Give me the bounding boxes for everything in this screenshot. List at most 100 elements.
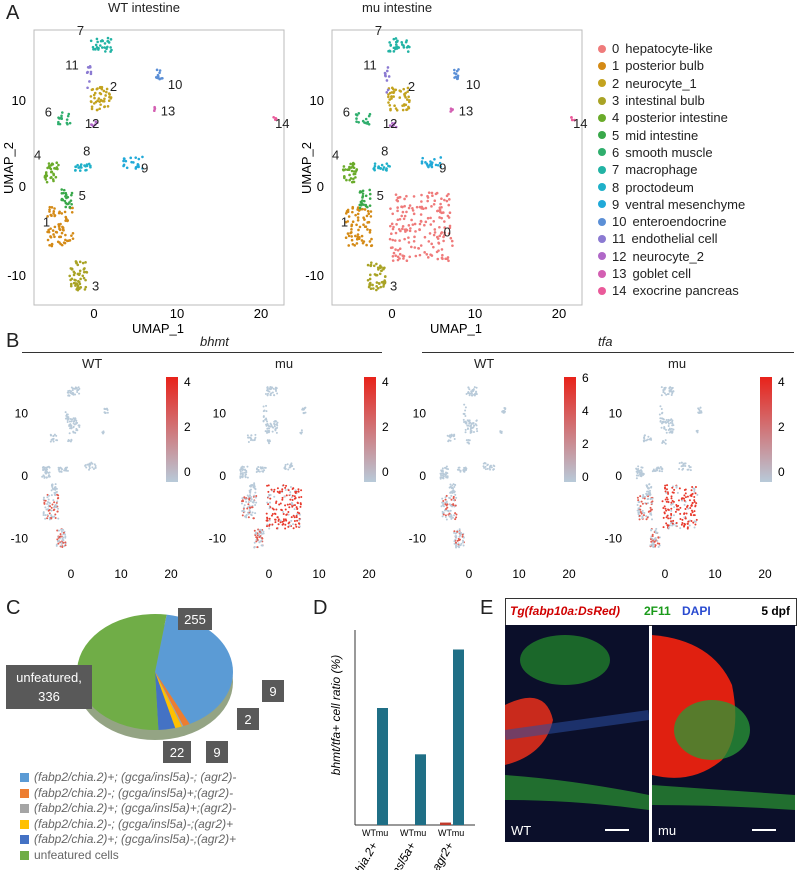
feature-dot	[675, 524, 678, 527]
feature-dot	[654, 529, 657, 532]
cell-dot	[398, 257, 401, 260]
feature-dot	[66, 469, 69, 472]
cell-dot	[66, 195, 70, 199]
feature-dot	[266, 517, 269, 520]
cell-dot	[66, 114, 70, 118]
feature-dot	[650, 486, 653, 489]
feature-dot	[458, 539, 461, 542]
feature-dot	[650, 438, 653, 441]
feature-dot	[267, 392, 270, 395]
feature-dot	[670, 503, 673, 506]
cell-dot	[79, 286, 83, 289]
feature-dot	[256, 546, 259, 549]
feature-dot	[489, 468, 492, 471]
feature-dot	[76, 391, 79, 394]
color-scale-tick: 0	[184, 465, 191, 479]
feature-dot	[49, 433, 52, 436]
feature-dot	[56, 500, 59, 503]
feature-dot	[475, 386, 478, 389]
feature-dot	[471, 394, 474, 397]
feature-dot	[441, 501, 444, 504]
legend-id: 0	[612, 41, 620, 57]
cell-dot	[383, 266, 386, 270]
feature-dot	[266, 427, 269, 430]
feature-dot	[290, 519, 293, 522]
feature-dot	[667, 422, 670, 425]
pie-label-box-22	[163, 741, 191, 763]
cell-dot	[69, 278, 72, 282]
cell-dot	[405, 46, 409, 49]
feature-dot	[68, 424, 71, 427]
cell-dot	[89, 164, 92, 168]
feature-dot	[262, 415, 265, 418]
feature-dot	[64, 533, 67, 536]
feature-dot	[91, 466, 94, 469]
feature-dot	[690, 509, 693, 512]
feature-dot	[241, 475, 244, 478]
feature-dot	[653, 540, 656, 543]
feature-dot	[287, 513, 290, 516]
legend-item: 13 goblet cell	[598, 265, 803, 282]
cell-dot	[393, 104, 396, 107]
cell-dot	[447, 232, 451, 235]
umap-wt-xtick-20: 20	[254, 306, 268, 321]
cell-dot	[451, 244, 454, 247]
feature-dot	[86, 463, 89, 466]
cell-dot	[379, 167, 382, 170]
feature-dot	[65, 413, 68, 416]
feature-dot	[262, 532, 265, 535]
cell-dot	[406, 50, 410, 53]
feature-dot	[282, 513, 285, 516]
feature-dot	[677, 499, 680, 502]
cell-dot	[44, 178, 48, 181]
feature-xtick: 10	[312, 567, 326, 581]
cell-dot	[390, 232, 393, 236]
pie-legend-label: (fabp2/chia.2)-; (gcga/insl5a)+;(agr2)-	[34, 785, 234, 800]
feature-dot	[651, 541, 654, 544]
feature-dot	[670, 430, 673, 433]
feature-dot	[470, 392, 473, 395]
feature-dot	[270, 488, 273, 491]
cell-dot	[70, 191, 74, 195]
cell-dot	[403, 204, 406, 208]
wt-gut-band	[505, 775, 649, 810]
feature-dot	[295, 506, 298, 509]
feature-dot	[51, 503, 54, 506]
feature-dot	[462, 541, 465, 544]
feature-dot	[275, 501, 278, 504]
feature-dot	[670, 393, 673, 396]
cell-dot	[68, 121, 72, 125]
cell-dot	[447, 216, 451, 219]
feature-dot	[50, 506, 53, 509]
pie-label-box-9a	[206, 741, 228, 763]
feature-dot	[662, 526, 665, 529]
feature-dot	[473, 386, 476, 389]
feature-dot	[639, 495, 642, 498]
feature-ytick: 10	[15, 406, 29, 420]
cell-dot	[431, 194, 434, 198]
feature-dot	[245, 514, 248, 517]
feature-dot	[266, 388, 269, 391]
feature-dot	[272, 490, 275, 493]
cell-dot	[123, 157, 126, 161]
feature-dot	[270, 423, 273, 426]
feature-dot	[441, 515, 444, 518]
feature-dot	[257, 466, 260, 469]
cell-dot	[82, 270, 86, 274]
feature-dot	[73, 423, 76, 426]
feature-dot	[637, 513, 640, 516]
cell-dot	[428, 232, 432, 235]
cell-dot	[274, 116, 278, 120]
pie-label-box-2	[237, 708, 259, 730]
bar-group-label: mu	[414, 828, 427, 838]
panel-label-c: C	[6, 597, 21, 619]
feature-dot	[642, 514, 645, 517]
legend-id: 9	[612, 196, 620, 212]
feature-dot	[298, 512, 301, 515]
feature-dot	[651, 518, 654, 521]
cell-dot	[63, 199, 67, 203]
cell-dot	[368, 192, 372, 196]
feature-dot	[670, 514, 673, 517]
cell-dot	[408, 255, 412, 259]
feature-dot	[84, 464, 87, 467]
